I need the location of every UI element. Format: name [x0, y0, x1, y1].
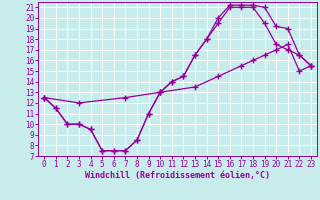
X-axis label: Windchill (Refroidissement éolien,°C): Windchill (Refroidissement éolien,°C): [85, 171, 270, 180]
